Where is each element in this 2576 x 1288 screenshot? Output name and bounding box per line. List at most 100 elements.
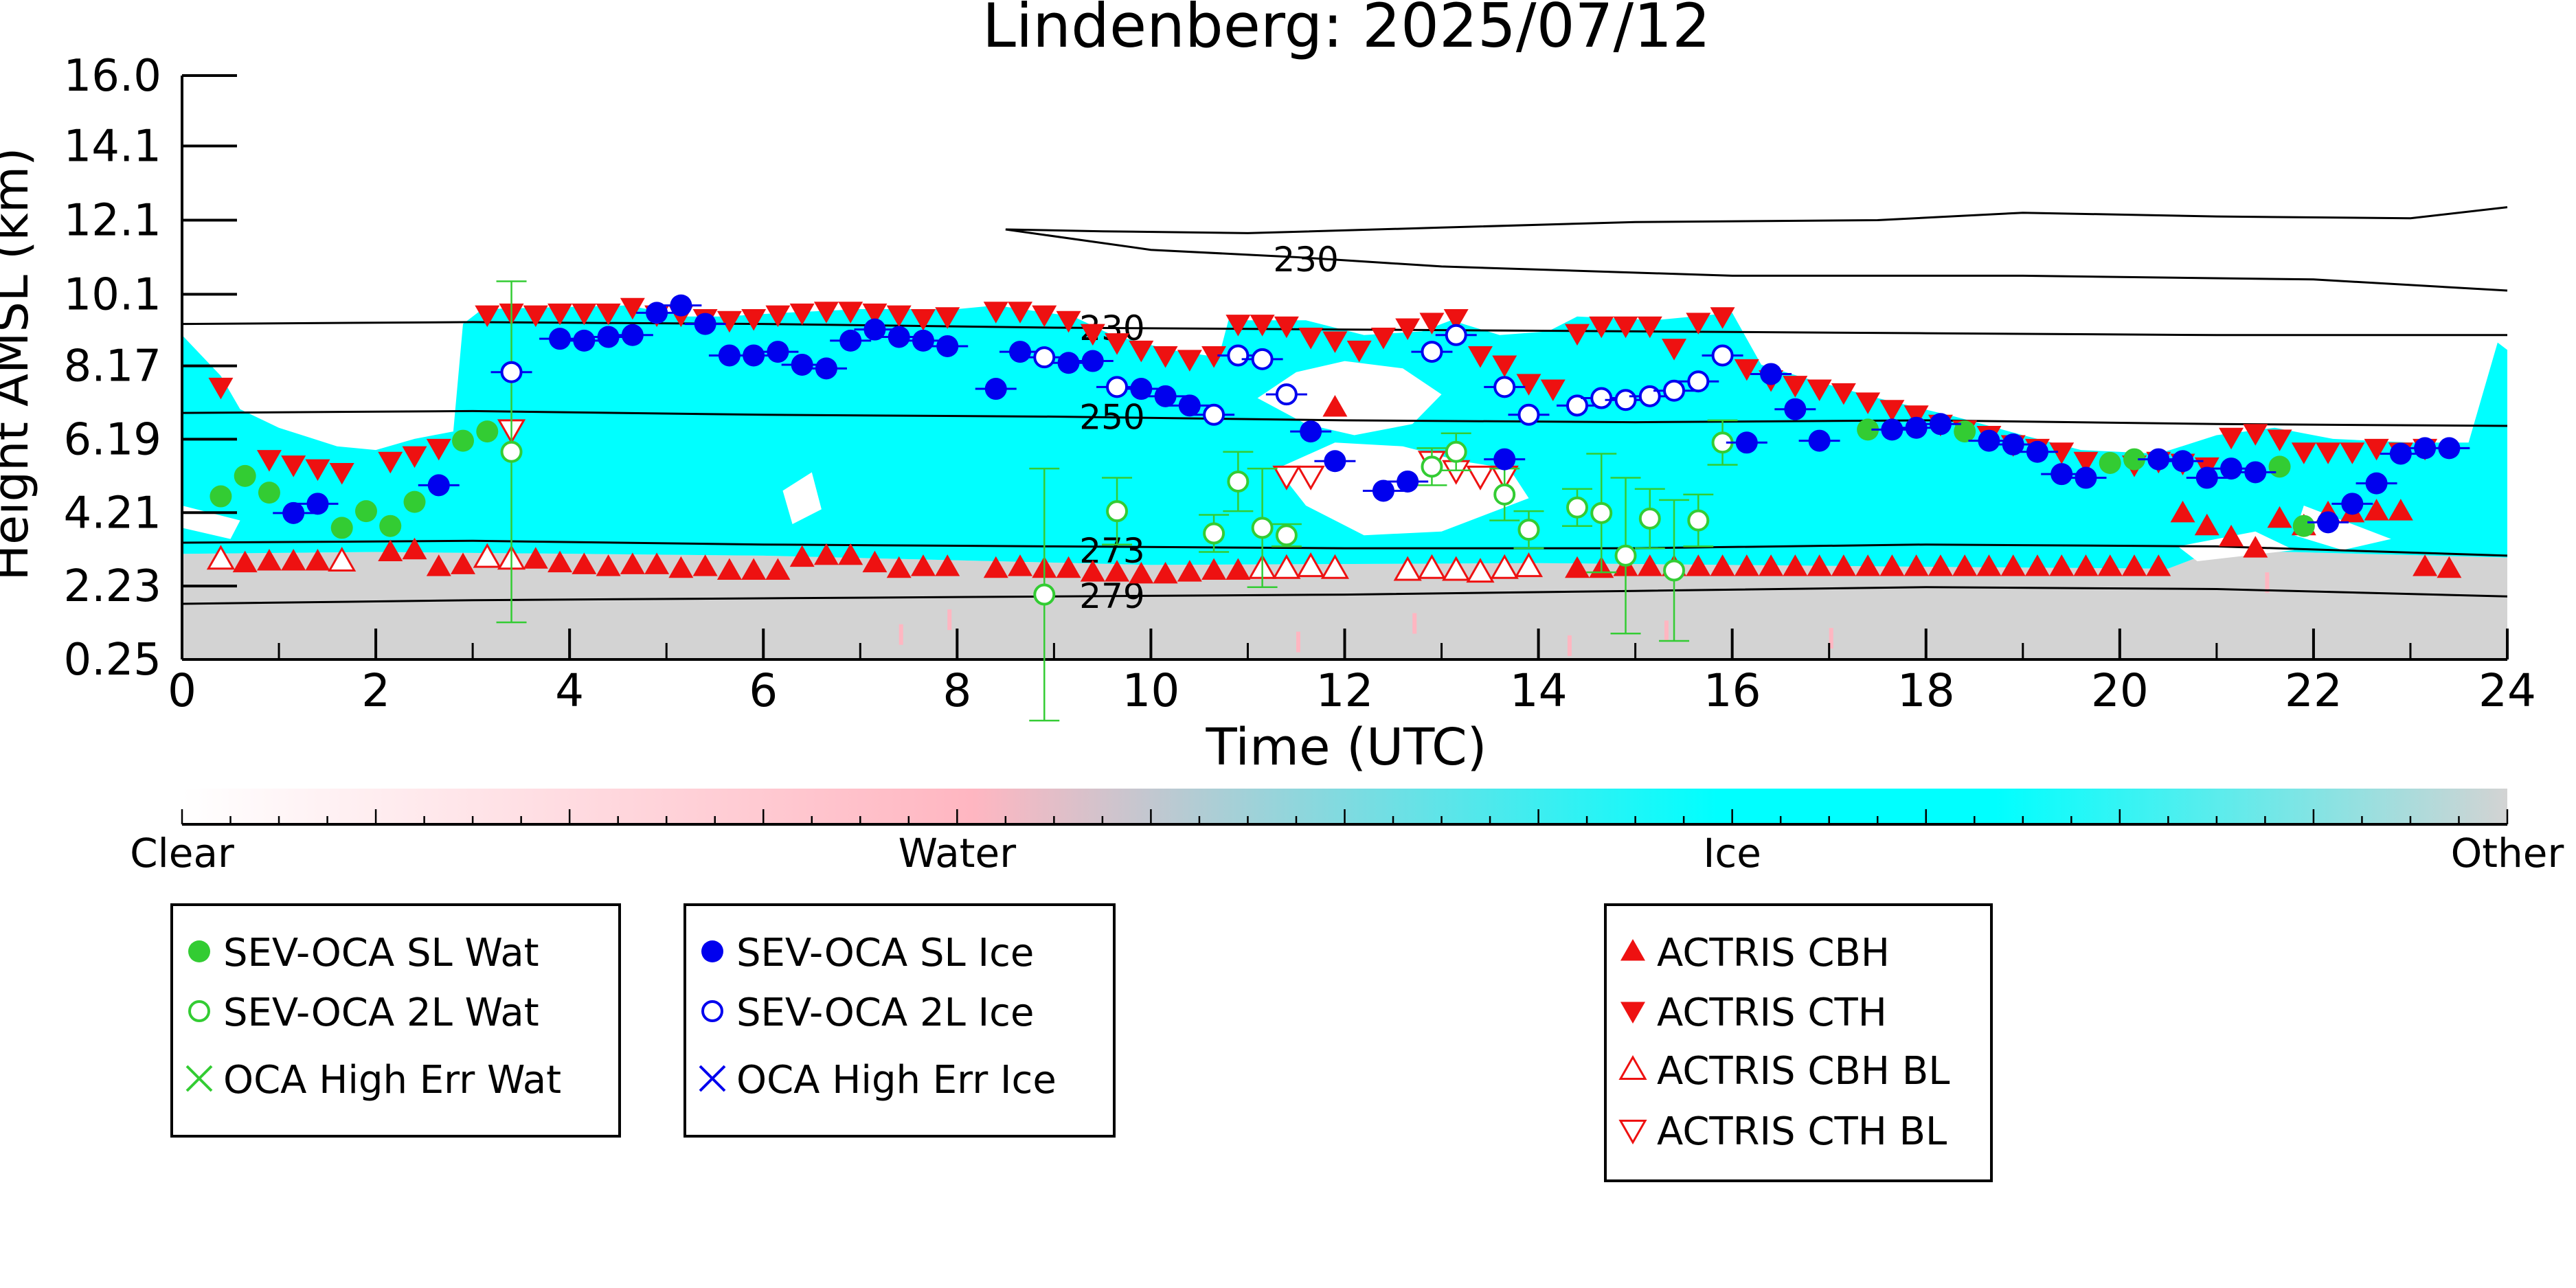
water-trace-7 (2265, 572, 2270, 594)
data-point (2049, 442, 2075, 464)
data-point (1056, 556, 1081, 578)
data-point (1590, 387, 1613, 409)
data-point (328, 546, 357, 572)
data-point (1663, 559, 1686, 582)
y-tick-label: 2.23 (64, 561, 162, 612)
legend-frame (1604, 903, 1993, 1182)
data-point (1807, 554, 1832, 576)
data-point (743, 344, 765, 367)
data-point (789, 545, 815, 567)
data-point (1759, 554, 1784, 576)
data-point (1032, 305, 1057, 328)
legend-entry: OCA High Err Ice (736, 1058, 1057, 1103)
data-point (1492, 355, 1517, 377)
data-point (2000, 554, 2026, 576)
data-point (1008, 302, 1033, 324)
data-point (547, 550, 573, 573)
legend-box-ice: SEV-OCA SL Ice SEV-OCA 2L Ice OCA High Err… (683, 903, 1116, 1138)
data-point (1080, 324, 1105, 346)
data-point (208, 377, 234, 400)
data-point (2024, 554, 2050, 576)
data-point (1177, 560, 1202, 582)
data-point (1443, 308, 1469, 331)
data-point (258, 482, 280, 504)
contour-line-2 (181, 321, 2507, 337)
data-point (1566, 496, 1588, 519)
data-point (1153, 561, 1178, 584)
data-point (2267, 506, 2292, 528)
contour-label-0: 230 (1273, 240, 1338, 280)
data-point (1419, 313, 1445, 335)
data-point (1516, 374, 1541, 396)
data-point (234, 464, 256, 487)
data-point (1881, 418, 1903, 441)
data-point (2291, 442, 2316, 464)
x-tick-label: 0 (168, 664, 196, 717)
data-point (451, 552, 476, 574)
data-point (838, 543, 863, 565)
data-point (1251, 517, 1274, 539)
data-point (1514, 552, 1544, 578)
legend-entry: ACTRIS CBH (1657, 931, 1890, 975)
data-point (306, 493, 329, 515)
data-point (1346, 340, 1372, 363)
data-point (1467, 346, 1493, 368)
data-point (1372, 479, 1394, 502)
data-point (573, 329, 596, 352)
data-point (936, 335, 959, 357)
data-point (1978, 429, 2000, 452)
data-point (1080, 560, 1105, 582)
data-point (2099, 451, 2121, 474)
data-point (1566, 394, 1588, 417)
data-point (1417, 554, 1447, 579)
x-tick-label: 8 (942, 664, 971, 717)
data-point (2438, 437, 2461, 460)
legend-entry: ACTRIS CTH (1657, 991, 1887, 1035)
data-point (765, 558, 791, 580)
y-tick-label: 12.1 (64, 195, 162, 246)
data-point (256, 548, 282, 571)
data-point (1493, 483, 1516, 506)
y-tick-label: 8.17 (64, 341, 162, 392)
data-point (1663, 379, 1686, 402)
data-point (1808, 429, 1831, 452)
data-point (1421, 341, 1443, 363)
data-point (1855, 392, 1881, 414)
data-point (1130, 378, 1153, 400)
data-point (354, 500, 377, 523)
data-point (1952, 554, 1978, 576)
data-point (426, 438, 451, 461)
data-point (1879, 554, 1905, 576)
data-point (1395, 318, 1421, 340)
data-point (1033, 346, 1056, 369)
data-point (1322, 331, 1348, 353)
data-point (1203, 403, 1225, 426)
data-point (2075, 466, 2097, 489)
data-point (1807, 379, 1832, 402)
data-point (1056, 310, 1081, 333)
legend-marker (699, 1065, 726, 1092)
data-point (1272, 554, 1301, 579)
data-point (1203, 522, 1225, 545)
data-point (620, 297, 645, 320)
data-point (329, 462, 354, 485)
legend-entry: ACTRIS CBH BL (1657, 1049, 1950, 1094)
data-point (765, 305, 791, 328)
legend-entry: SEV-OCA SL Ice (736, 931, 1034, 975)
legend-entry: OCA High Err Wat (223, 1058, 561, 1103)
data-point (694, 313, 716, 335)
data-point (1129, 561, 1154, 584)
data-point (862, 303, 888, 326)
colorbar-label-other: Other (2451, 830, 2564, 877)
data-point (1225, 558, 1251, 580)
legend-entry: ACTRIS CTH BL (1657, 1109, 1947, 1154)
x-tick-label: 20 (2091, 664, 2149, 717)
data-point (1274, 316, 1299, 339)
series-sev-oca-2l-ice (490, 324, 1743, 426)
data-point (839, 329, 862, 352)
data-point (791, 353, 813, 376)
data-point (1393, 556, 1422, 581)
data-point (1613, 316, 1638, 339)
legend-box-actris: ACTRIS CBH ACTRIS CTH ACTRIS CBH BL ACTRIS … (1604, 903, 1993, 1182)
data-point (379, 515, 402, 537)
